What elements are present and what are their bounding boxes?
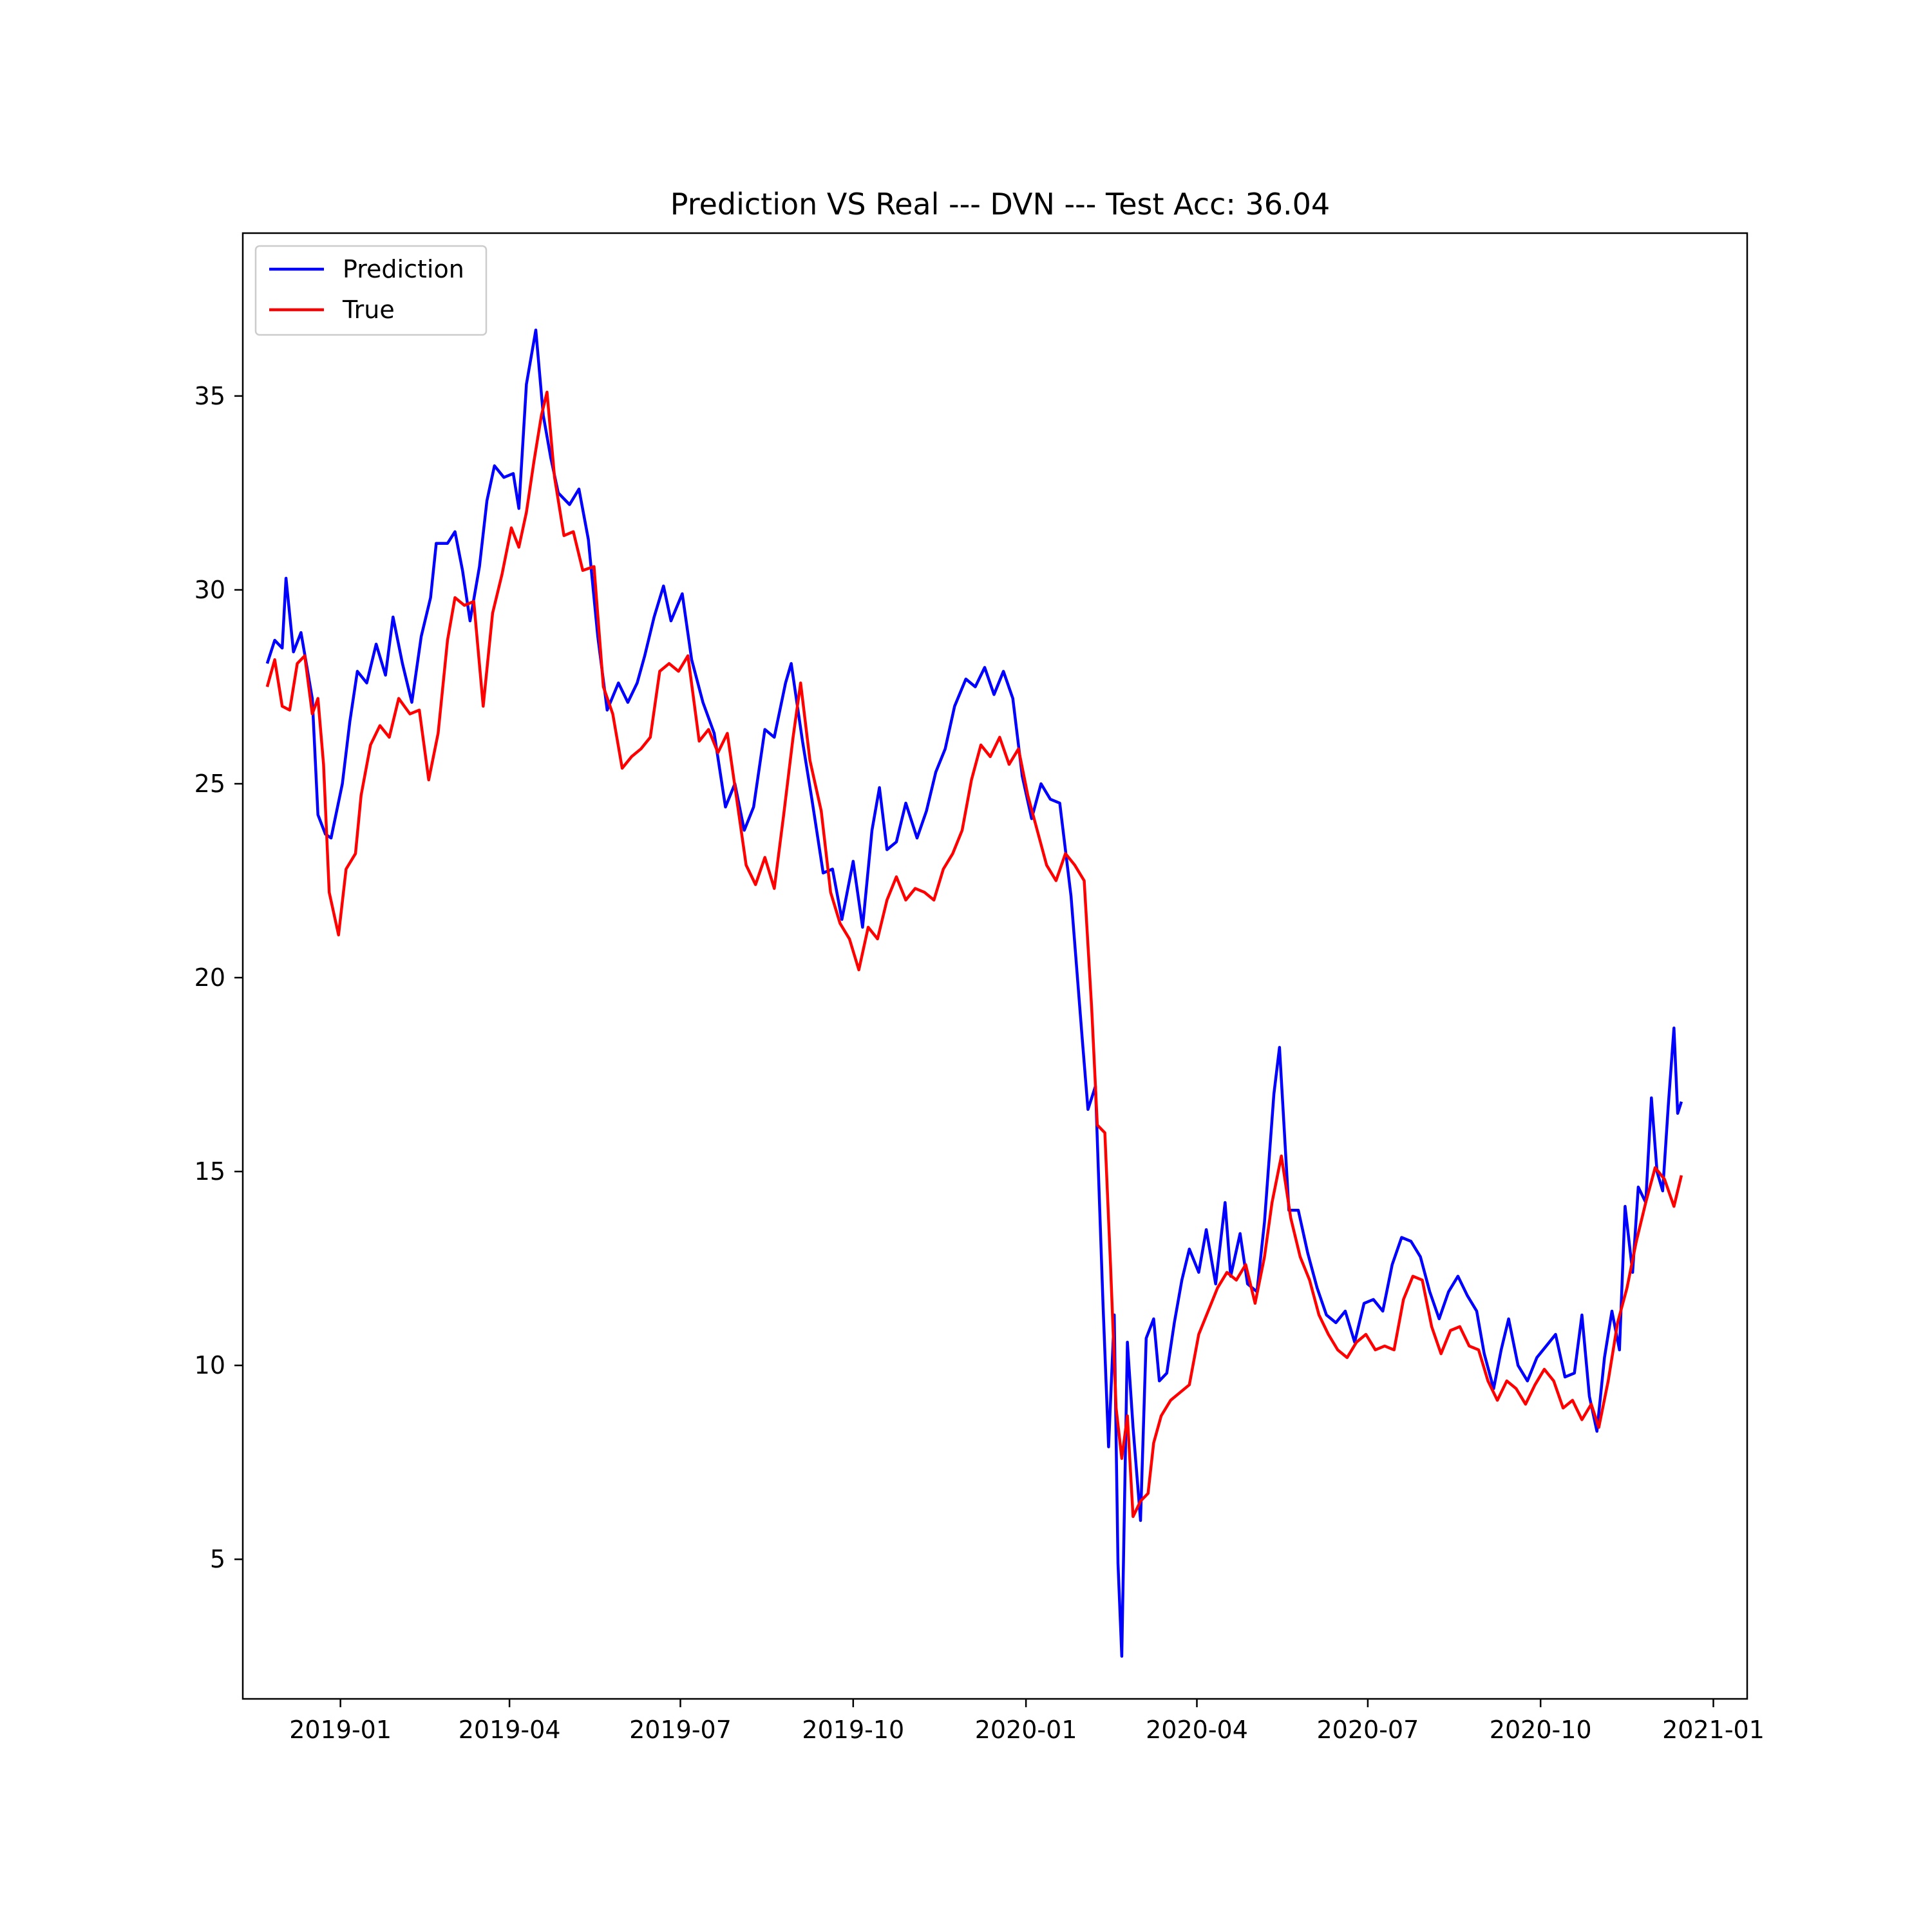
x-tick-label: 2021-01 bbox=[1662, 1716, 1765, 1744]
x-tick-label: 2019-01 bbox=[289, 1716, 392, 1744]
series-prediction bbox=[265, 328, 1683, 1658]
y-tick-label: 25 bbox=[194, 770, 225, 798]
series-line-prediction bbox=[265, 328, 1683, 1658]
y-tick-label: 30 bbox=[194, 576, 225, 604]
plot-area bbox=[265, 328, 1683, 1658]
y-tick-label: 5 bbox=[210, 1545, 225, 1573]
y-tick-label: 20 bbox=[194, 963, 225, 992]
legend-label-prediction: Prediction bbox=[343, 255, 464, 283]
x-axis: 2019-01 2019-04 2019-07 2019-10 2020-01 2020-… bbox=[289, 1699, 1765, 1744]
x-tick-label: 2019-07 bbox=[629, 1716, 732, 1744]
plot-frame bbox=[242, 232, 1748, 1700]
series-line-true bbox=[265, 390, 1683, 1519]
legend: Prediction True bbox=[254, 245, 488, 336]
y-tick-label: 10 bbox=[194, 1351, 225, 1379]
x-tick-label: 2019-04 bbox=[459, 1716, 561, 1744]
legend-label-true: True bbox=[342, 296, 395, 324]
x-tick-label: 2019-10 bbox=[802, 1716, 904, 1744]
series-true bbox=[265, 390, 1683, 1519]
x-tick-label: 2020-07 bbox=[1317, 1716, 1419, 1744]
x-tick-label: 2020-04 bbox=[1146, 1716, 1248, 1744]
x-tick-label: 2020-10 bbox=[1490, 1716, 1592, 1744]
y-axis: 5 10 15 20 25 30 35 bbox=[194, 382, 243, 1573]
y-tick-label: 35 bbox=[194, 382, 225, 410]
x-tick-label: 2020-01 bbox=[975, 1716, 1077, 1744]
chart-title: Prediction VS Real --- DVN --- Test Acc:… bbox=[670, 187, 1330, 222]
y-tick-label: 15 bbox=[194, 1157, 225, 1186]
